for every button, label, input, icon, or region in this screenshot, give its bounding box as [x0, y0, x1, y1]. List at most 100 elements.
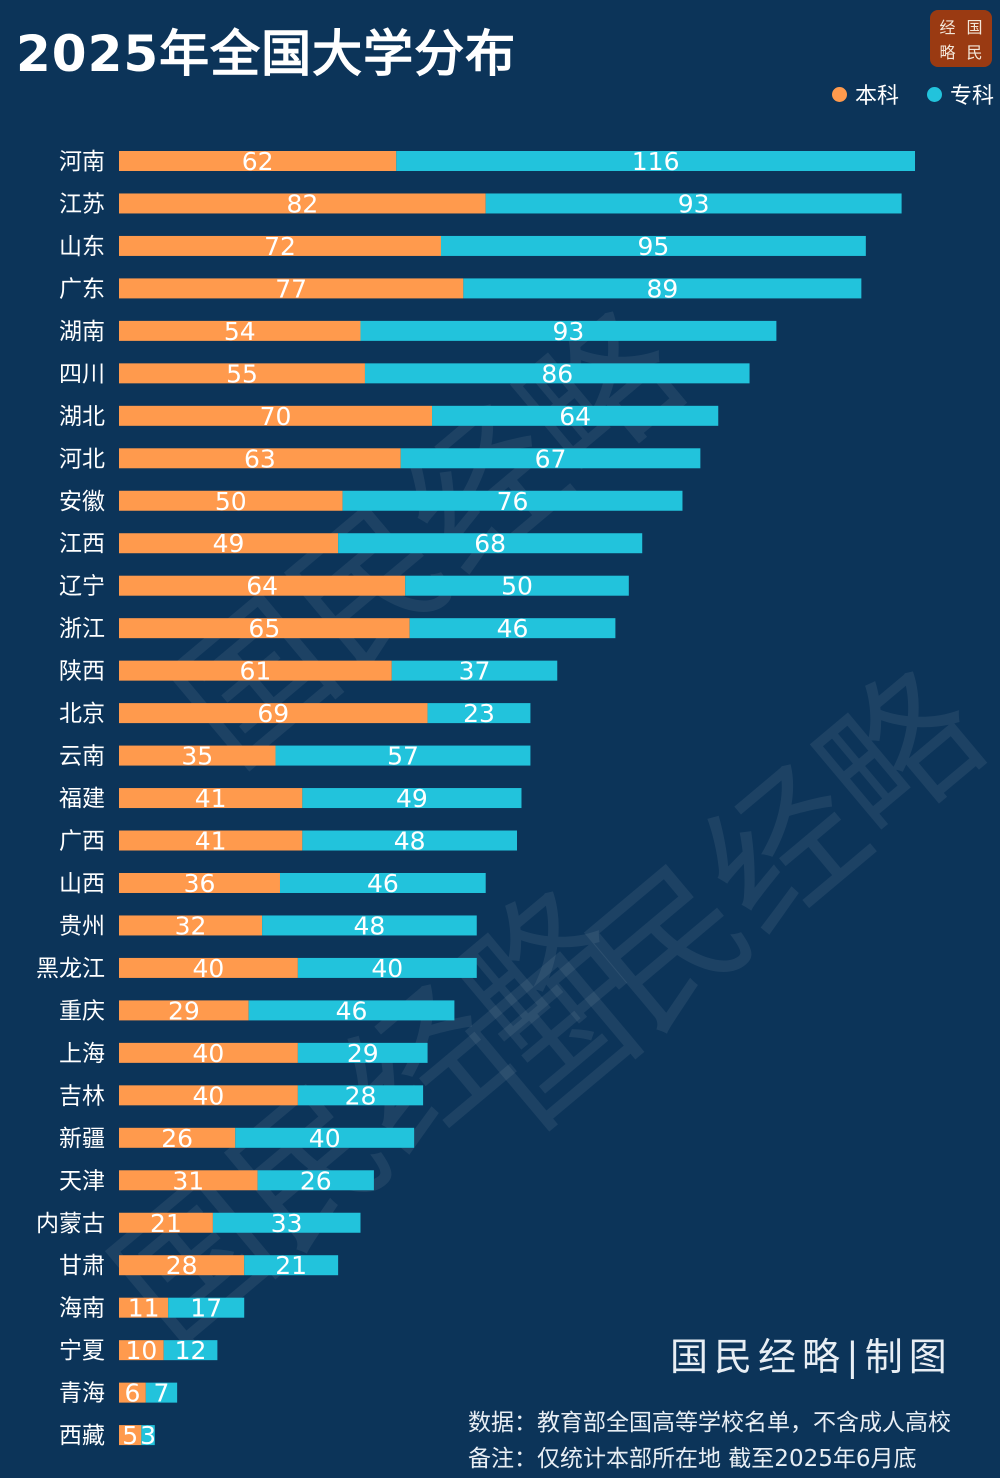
category-label: 湖南	[59, 319, 105, 345]
bar-benke	[119, 1085, 298, 1106]
data-label: 49	[396, 784, 428, 813]
logo-char: 民	[966, 42, 983, 62]
bar-benke	[119, 320, 361, 341]
bar-benke	[119, 1212, 213, 1233]
bar-zhuanke	[248, 1000, 455, 1021]
bar-zhuanke	[338, 533, 643, 554]
bar-benke	[119, 278, 464, 299]
bar-benke	[119, 1297, 169, 1318]
category-label: 湖北	[59, 404, 105, 430]
data-label: 48	[394, 827, 426, 856]
category-label: 广西	[59, 829, 105, 855]
bar-benke	[119, 660, 392, 681]
chart-title: 2025年全国大学分布	[16, 25, 517, 83]
bar-benke	[119, 1042, 298, 1063]
legend-label: 专科	[949, 84, 994, 109]
credit: 国民经略|制图	[670, 1335, 953, 1379]
data-label: 95	[637, 232, 669, 261]
data-label: 26	[161, 1124, 193, 1153]
category-label: 天津	[59, 1168, 105, 1194]
category-label: 贵州	[59, 913, 105, 939]
data-label: 7	[154, 1379, 170, 1408]
data-label: 3	[140, 1421, 156, 1450]
data-label: 40	[309, 1124, 341, 1153]
source-note: 数据：教育部全国高等学校名单，不含成人高校	[468, 1410, 951, 1436]
data-label: 64	[559, 402, 591, 431]
data-label: 48	[354, 911, 386, 940]
bar-zhuanke	[342, 490, 683, 511]
legend-label: 本科	[854, 84, 899, 109]
category-label: 黑龙江	[36, 956, 105, 982]
data-label: 29	[347, 1039, 379, 1068]
data-label: 40	[371, 954, 403, 983]
data-label: 50	[501, 572, 533, 601]
data-label: 68	[474, 529, 506, 558]
data-label: 82	[286, 189, 318, 218]
bar-zhuanke	[297, 957, 477, 978]
legend-dot	[926, 86, 942, 102]
data-label: 49	[213, 529, 245, 558]
data-label: 37	[459, 657, 491, 686]
data-label: 41	[195, 827, 227, 856]
bar-zhuanke	[364, 363, 750, 384]
bar-benke	[119, 872, 280, 893]
bar-benke	[119, 575, 406, 596]
data-label: 65	[248, 614, 280, 643]
data-label: 93	[678, 189, 710, 218]
data-label: 36	[184, 869, 216, 898]
data-label: 28	[166, 1251, 198, 1280]
bar-zhuanke	[396, 151, 916, 171]
bar-zhuanke	[360, 320, 777, 341]
data-label: 69	[257, 699, 289, 728]
data-label: 46	[336, 996, 368, 1025]
category-label: 辽宁	[59, 574, 105, 600]
category-label: 江苏	[59, 191, 105, 217]
data-label: 26	[300, 1166, 332, 1195]
data-label: 35	[181, 742, 213, 771]
bar-zhuanke	[432, 405, 719, 426]
data-label: 11	[128, 1294, 160, 1323]
data-label: 86	[541, 359, 573, 388]
bar-zhuanke	[440, 235, 866, 256]
category-label: 北京	[59, 701, 105, 727]
category-label: 青海	[59, 1381, 105, 1407]
brand-logo: 经 国 略 民	[930, 10, 992, 67]
bar-zhuanke	[235, 1127, 415, 1148]
data-label: 41	[195, 784, 227, 813]
bar-benke	[119, 1340, 164, 1361]
bar-benke	[119, 788, 303, 809]
bar-zhuanke	[405, 575, 629, 596]
bar-zhuanke	[262, 915, 477, 936]
bar-benke	[119, 448, 401, 469]
category-label: 江西	[59, 531, 105, 557]
category-label: 广东	[59, 276, 105, 302]
bar-zhuanke	[391, 660, 558, 681]
category-label: 四川	[59, 361, 105, 387]
data-label: 46	[497, 614, 529, 643]
data-label: 28	[345, 1081, 377, 1110]
bar-zhuanke	[279, 872, 486, 893]
category-label: 西藏	[59, 1423, 105, 1449]
category-label: 上海	[59, 1041, 105, 1067]
data-label: 55	[226, 359, 258, 388]
bar-zhuanke	[400, 448, 701, 469]
bar-benke	[119, 1170, 258, 1191]
bar-benke	[119, 533, 339, 554]
data-label: 23	[463, 699, 495, 728]
legend-item-benke: 本科	[831, 78, 899, 110]
data-label: 54	[224, 317, 256, 346]
category-label: 云南	[59, 744, 105, 770]
bar-zhuanke	[463, 278, 862, 299]
bar-benke	[119, 363, 365, 384]
bar-zhuanke	[212, 1212, 361, 1233]
category-label: 吉林	[59, 1083, 105, 1109]
bar-zhuanke	[485, 193, 902, 214]
bar-zhuanke	[168, 1297, 245, 1318]
bar-zhuanke	[257, 1170, 374, 1191]
category-label: 甘肃	[59, 1253, 105, 1279]
data-label: 10	[125, 1336, 157, 1365]
bar-benke	[119, 830, 303, 851]
data-label: 40	[193, 1081, 225, 1110]
bar-benke	[119, 1255, 245, 1276]
bar-benke	[119, 618, 410, 639]
